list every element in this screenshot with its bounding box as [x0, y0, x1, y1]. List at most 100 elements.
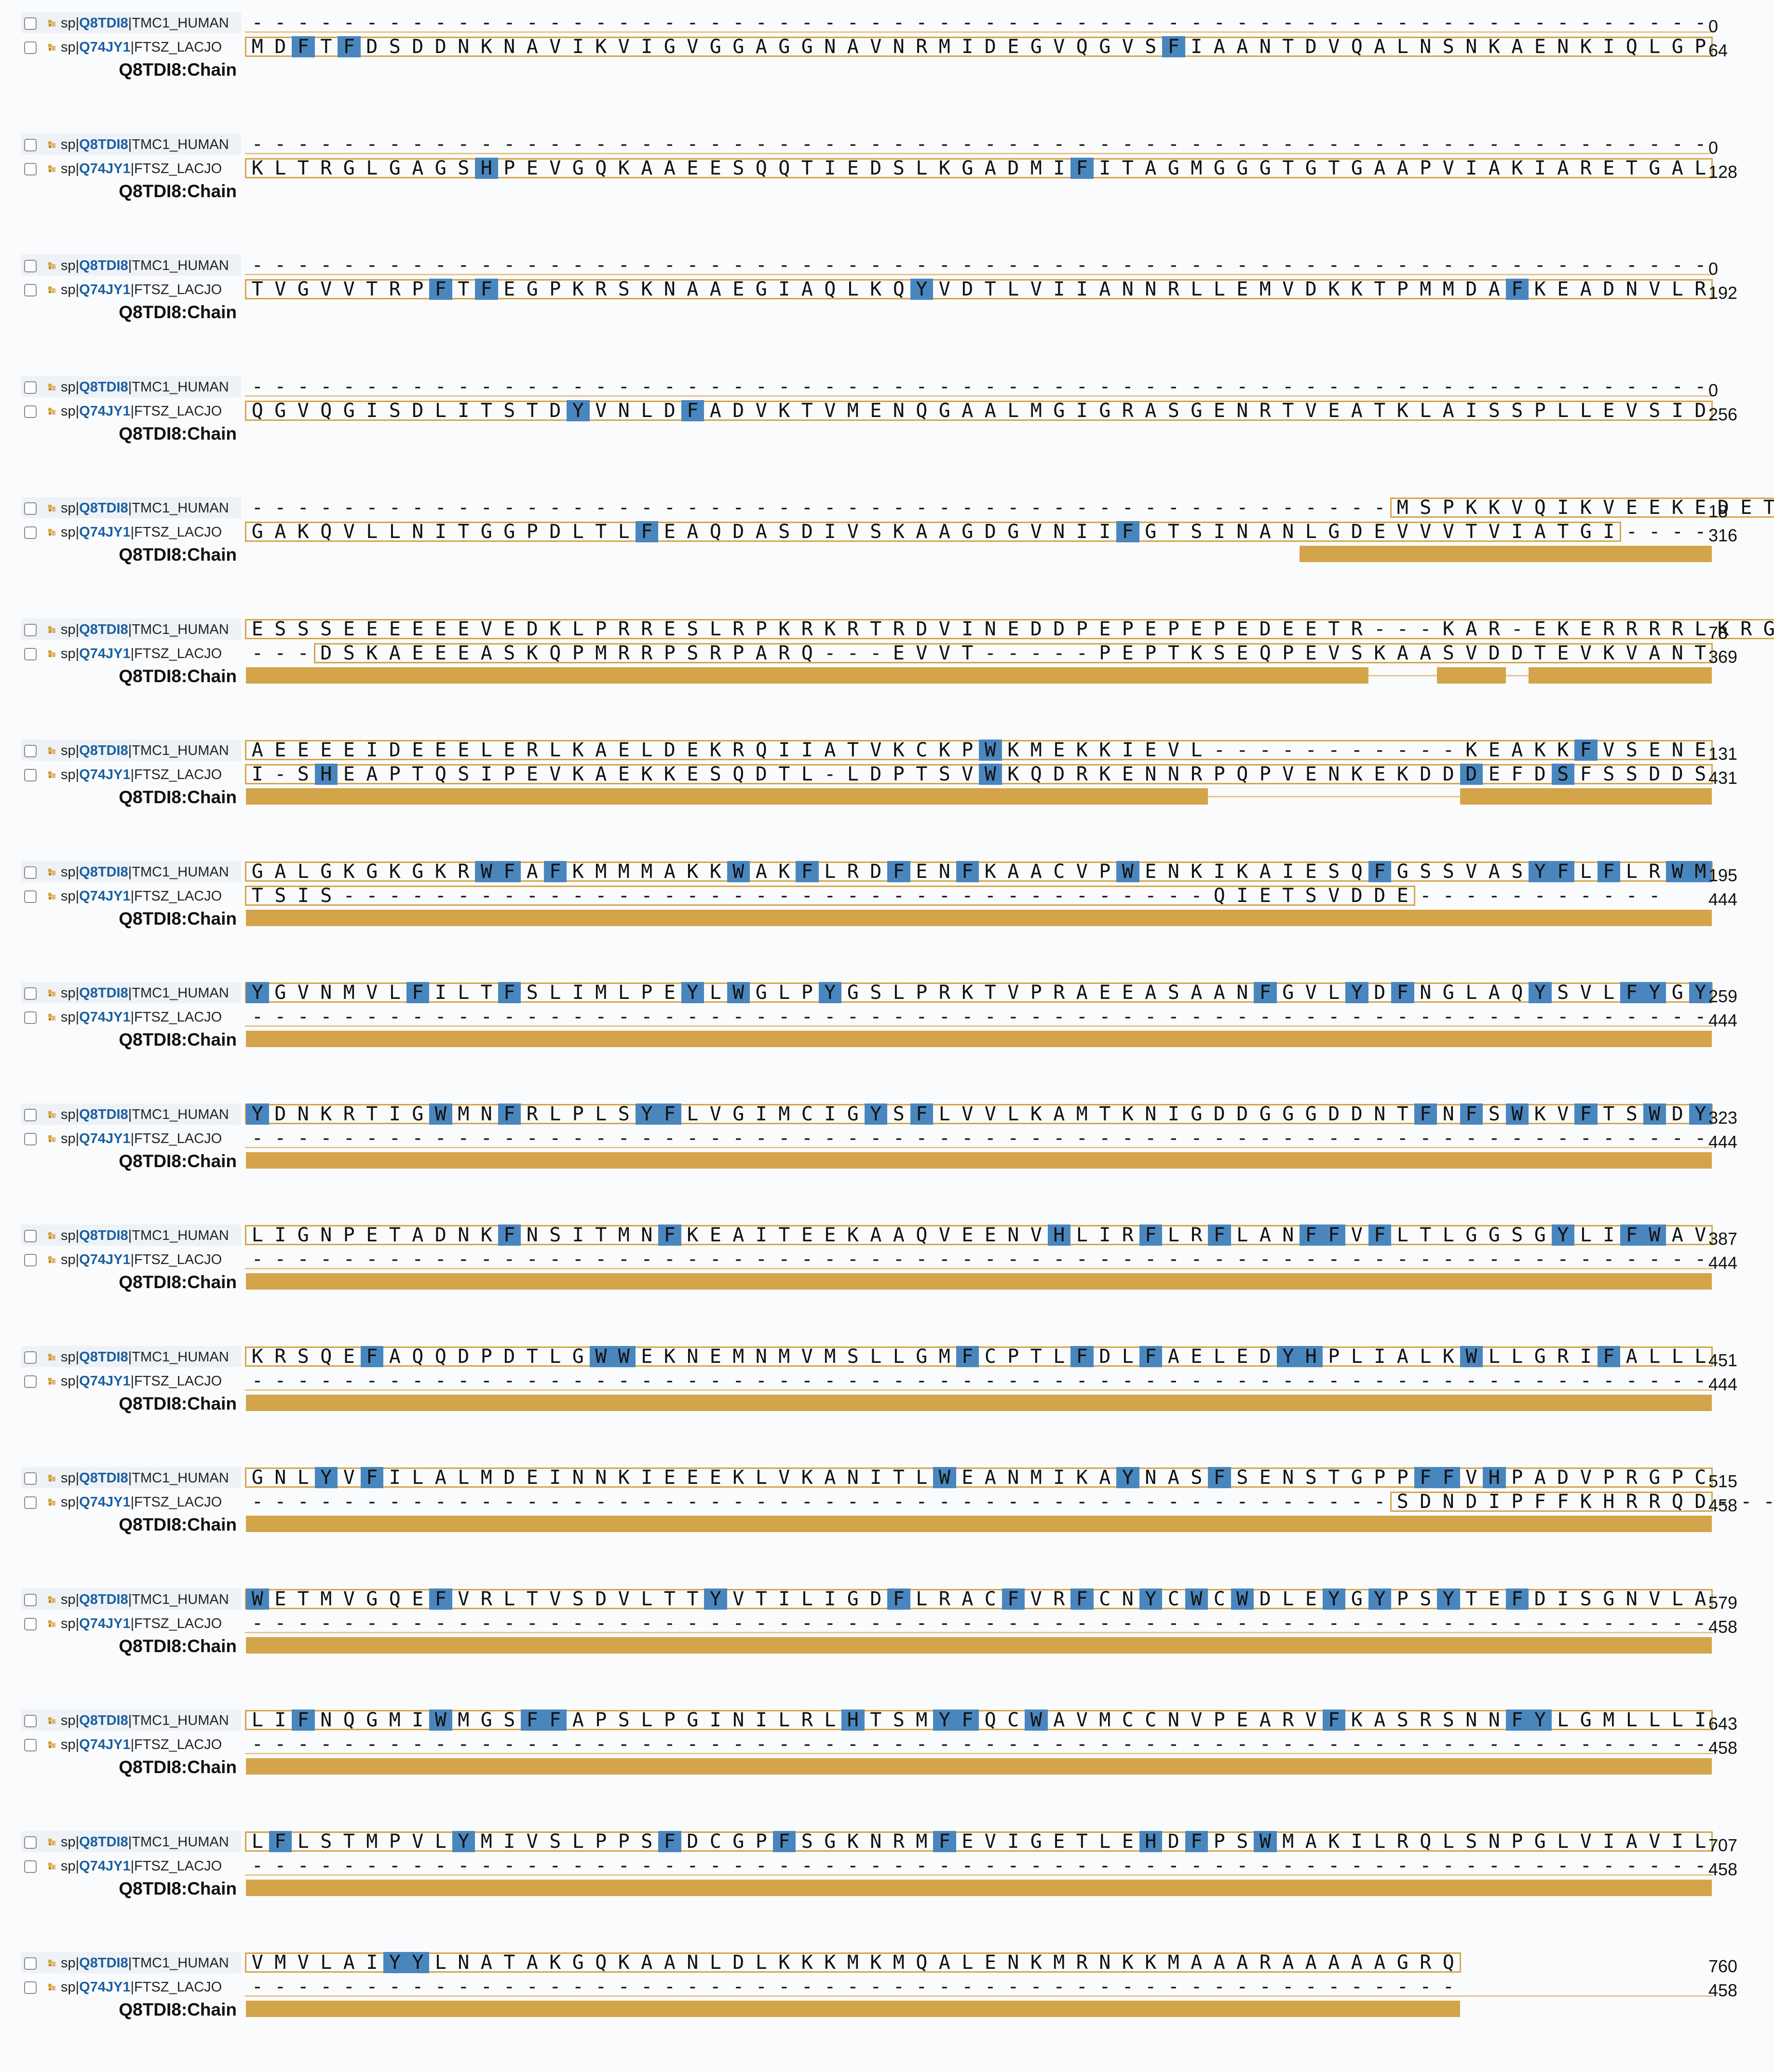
sequence-label[interactable]: sp|Q74JY1|FTSZ_LACJO: [61, 282, 222, 298]
sequence-checkbox[interactable]: [24, 284, 37, 296]
sequence-checkbox[interactable]: [24, 1011, 37, 1024]
sequence-checkbox[interactable]: [24, 17, 37, 30]
sequence-label[interactable]: sp|Q74JY1|FTSZ_LACJO: [61, 767, 222, 783]
sequence-checkbox[interactable]: [24, 1836, 37, 1849]
sequence-checkbox[interactable]: [24, 1715, 37, 1727]
sequence-checkbox[interactable]: [24, 1351, 37, 1364]
sequence-checkbox[interactable]: [24, 502, 37, 515]
sequence-checkbox[interactable]: [24, 1132, 37, 1145]
chain-feature-bar[interactable]: [246, 1516, 1712, 1532]
sequence-accession[interactable]: Q8TDI8: [79, 1834, 128, 1850]
sequence-checkbox[interactable]: [24, 1593, 37, 1606]
sequence-label[interactable]: sp|Q74JY1|FTSZ_LACJO: [61, 1494, 222, 1510]
sequence-accession[interactable]: Q8TDI8: [79, 1955, 128, 1971]
sequence-accession[interactable]: Q8TDI8: [79, 1713, 128, 1728]
sequence-label[interactable]: sp|Q74JY1|FTSZ_LACJO: [61, 1616, 222, 1632]
chain-feature-bar[interactable]: [246, 1152, 1712, 1169]
sequence-checkbox[interactable]: [24, 1375, 37, 1388]
chain-feature-bar[interactable]: [246, 667, 1368, 684]
sequence-checkbox[interactable]: [24, 647, 37, 660]
chain-feature-bar[interactable]: [1437, 667, 1506, 684]
chain-feature-bar[interactable]: [246, 909, 1712, 926]
sequence-checkbox[interactable]: [24, 1496, 37, 1509]
chain-feature-bar[interactable]: [246, 2001, 1460, 2017]
sequence-label[interactable]: sp|Q74JY1|FTSZ_LACJO: [61, 404, 222, 419]
sequence-label[interactable]: sp|Q8TDI8|TMC1_HUMAN: [61, 1834, 229, 1850]
sequence-checkbox[interactable]: [24, 1981, 37, 1994]
sequence-checkbox[interactable]: [24, 890, 37, 903]
sequence-label[interactable]: sp|Q8TDI8|TMC1_HUMAN: [61, 622, 229, 638]
sequence-checkbox[interactable]: [24, 1472, 37, 1485]
chain-feature-bar[interactable]: [246, 1031, 1712, 1047]
sequence-label[interactable]: sp|Q8TDI8|TMC1_HUMAN: [61, 1107, 229, 1123]
sequence-accession[interactable]: Q8TDI8: [79, 1591, 128, 1607]
chain-feature-bar[interactable]: [246, 1394, 1712, 1411]
sequence-checkbox[interactable]: [24, 623, 37, 636]
sequence-label[interactable]: sp|Q74JY1|FTSZ_LACJO: [61, 1009, 222, 1025]
sequence-accession[interactable]: Q74JY1: [79, 1737, 131, 1752]
sequence-accession[interactable]: Q8TDI8: [79, 743, 128, 758]
sequence-checkbox[interactable]: [24, 41, 37, 54]
sequence-label[interactable]: sp|Q74JY1|FTSZ_LACJO: [61, 1131, 222, 1147]
sequence-label[interactable]: sp|Q74JY1|FTSZ_LACJO: [61, 1858, 222, 1874]
sequence-label[interactable]: sp|Q8TDI8|TMC1_HUMAN: [61, 137, 229, 153]
sequence-accession[interactable]: Q74JY1: [79, 1979, 131, 1995]
sequence-accession[interactable]: Q74JY1: [79, 282, 131, 297]
sequence-checkbox[interactable]: [24, 138, 37, 151]
sequence-label[interactable]: sp|Q74JY1|FTSZ_LACJO: [61, 525, 222, 540]
sequence-label[interactable]: sp|Q74JY1|FTSZ_LACJO: [61, 646, 222, 662]
sequence-checkbox[interactable]: [24, 381, 37, 394]
sequence-label[interactable]: sp|Q74JY1|FTSZ_LACJO: [61, 1979, 222, 1995]
sequence-label[interactable]: sp|Q8TDI8|TMC1_HUMAN: [61, 500, 229, 516]
sequence-label[interactable]: sp|Q8TDI8|TMC1_HUMAN: [61, 258, 229, 274]
sequence-checkbox[interactable]: [24, 1254, 37, 1266]
sequence-checkbox[interactable]: [24, 866, 37, 879]
sequence-label[interactable]: sp|Q8TDI8|TMC1_HUMAN: [61, 1228, 229, 1244]
chain-feature-bar[interactable]: [1300, 546, 1712, 562]
sequence-checkbox[interactable]: [24, 1108, 37, 1121]
sequence-checkbox[interactable]: [24, 1739, 37, 1751]
sequence-label[interactable]: sp|Q8TDI8|TMC1_HUMAN: [61, 1955, 229, 1971]
sequence-accession[interactable]: Q74JY1: [79, 1252, 131, 1267]
chain-feature-bar[interactable]: [1529, 667, 1712, 684]
sequence-checkbox[interactable]: [24, 162, 37, 175]
sequence-checkbox[interactable]: [24, 987, 37, 1000]
sequence-accession[interactable]: Q8TDI8: [79, 1228, 128, 1243]
sequence-checkbox[interactable]: [24, 1617, 37, 1630]
chain-feature-bar[interactable]: [246, 1637, 1712, 1654]
sequence-accession[interactable]: Q8TDI8: [79, 258, 128, 273]
sequence-accession[interactable]: Q74JY1: [79, 525, 131, 540]
sequence-checkbox[interactable]: [24, 526, 37, 539]
sequence-label[interactable]: sp|Q8TDI8|TMC1_HUMAN: [61, 743, 229, 759]
chain-feature-bar[interactable]: [246, 1758, 1712, 1775]
sequence-accession[interactable]: Q8TDI8: [79, 621, 128, 637]
sequence-label[interactable]: sp|Q74JY1|FTSZ_LACJO: [61, 1373, 222, 1389]
sequence-label[interactable]: sp|Q8TDI8|TMC1_HUMAN: [61, 1470, 229, 1486]
sequence-accession[interactable]: Q74JY1: [79, 403, 131, 419]
sequence-label[interactable]: sp|Q74JY1|FTSZ_LACJO: [61, 888, 222, 904]
sequence-accession[interactable]: Q74JY1: [79, 646, 131, 661]
sequence-label[interactable]: sp|Q8TDI8|TMC1_HUMAN: [61, 864, 229, 880]
sequence-accession[interactable]: Q8TDI8: [79, 379, 128, 395]
sequence-checkbox[interactable]: [24, 769, 37, 781]
sequence-accession[interactable]: Q8TDI8: [79, 985, 128, 1001]
sequence-checkbox[interactable]: [24, 1860, 37, 1873]
sequence-accession[interactable]: Q8TDI8: [79, 136, 128, 152]
sequence-accession[interactable]: Q74JY1: [79, 1615, 131, 1631]
chain-feature-bar[interactable]: [1460, 788, 1712, 805]
sequence-accession[interactable]: Q74JY1: [79, 1009, 131, 1025]
sequence-accession[interactable]: Q8TDI8: [79, 1349, 128, 1365]
sequence-label[interactable]: sp|Q8TDI8|TMC1_HUMAN: [61, 15, 229, 31]
sequence-checkbox[interactable]: [24, 1230, 37, 1242]
sequence-checkbox[interactable]: [24, 745, 37, 757]
sequence-label[interactable]: sp|Q8TDI8|TMC1_HUMAN: [61, 1349, 229, 1365]
sequence-checkbox[interactable]: [24, 1957, 37, 1970]
sequence-accession[interactable]: Q8TDI8: [79, 864, 128, 880]
sequence-accession[interactable]: Q74JY1: [79, 767, 131, 782]
sequence-label[interactable]: sp|Q74JY1|FTSZ_LACJO: [61, 40, 222, 55]
sequence-accession[interactable]: Q74JY1: [79, 1494, 131, 1510]
sequence-label[interactable]: sp|Q8TDI8|TMC1_HUMAN: [61, 1713, 229, 1729]
sequence-accession[interactable]: Q8TDI8: [79, 1106, 128, 1122]
sequence-label[interactable]: sp|Q8TDI8|TMC1_HUMAN: [61, 1592, 229, 1608]
chain-feature-bar[interactable]: [246, 1273, 1712, 1290]
